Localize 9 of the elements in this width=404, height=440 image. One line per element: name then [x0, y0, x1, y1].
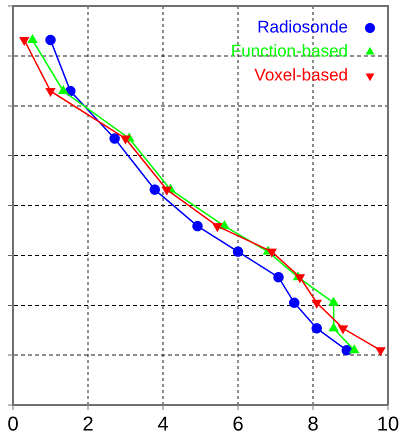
x-tick-label: 10	[376, 414, 400, 436]
x-tick-label: 8	[307, 414, 319, 436]
x-tick-label: 6	[232, 414, 244, 436]
x-tick-label: 2	[82, 414, 94, 436]
legend-label: Radiosonde	[257, 18, 348, 37]
x-tick-label: 0	[7, 414, 19, 436]
x-tick-label: 4	[157, 414, 169, 436]
legend-label: Function-based	[230, 42, 348, 61]
legend-label: Voxel-based	[254, 66, 348, 85]
